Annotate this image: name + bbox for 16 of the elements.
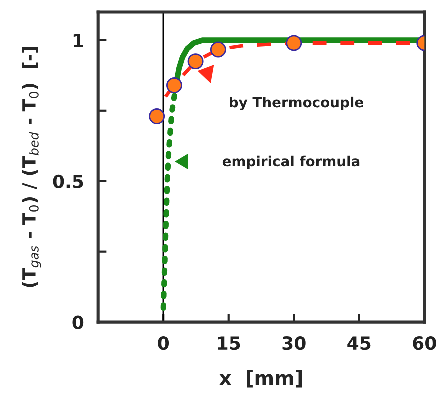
point xyxy=(188,54,204,70)
y-tick-label: 0 xyxy=(72,316,84,330)
y-tick-label: 0.5 xyxy=(53,174,84,188)
y-tick-label: 1 xyxy=(74,34,84,48)
x-tick-label: 60 xyxy=(413,336,436,350)
x-tick-label: 30 xyxy=(282,336,306,350)
x-tick-label: 45 xyxy=(348,336,371,350)
x-axis-title: x [mm] xyxy=(220,370,302,388)
point xyxy=(149,108,166,125)
text: (T$_{gas}$ - T$_{0}$) / (T$_{bed}$ - T$_{0}$) [-] xyxy=(22,47,42,288)
x-tick-label: 15 xyxy=(218,336,240,350)
x-tick-label: 0 xyxy=(158,336,170,350)
annotation: by Thermocouple xyxy=(230,96,364,110)
point xyxy=(166,78,182,94)
annotation: empirical formula xyxy=(222,156,360,170)
point xyxy=(210,42,226,58)
